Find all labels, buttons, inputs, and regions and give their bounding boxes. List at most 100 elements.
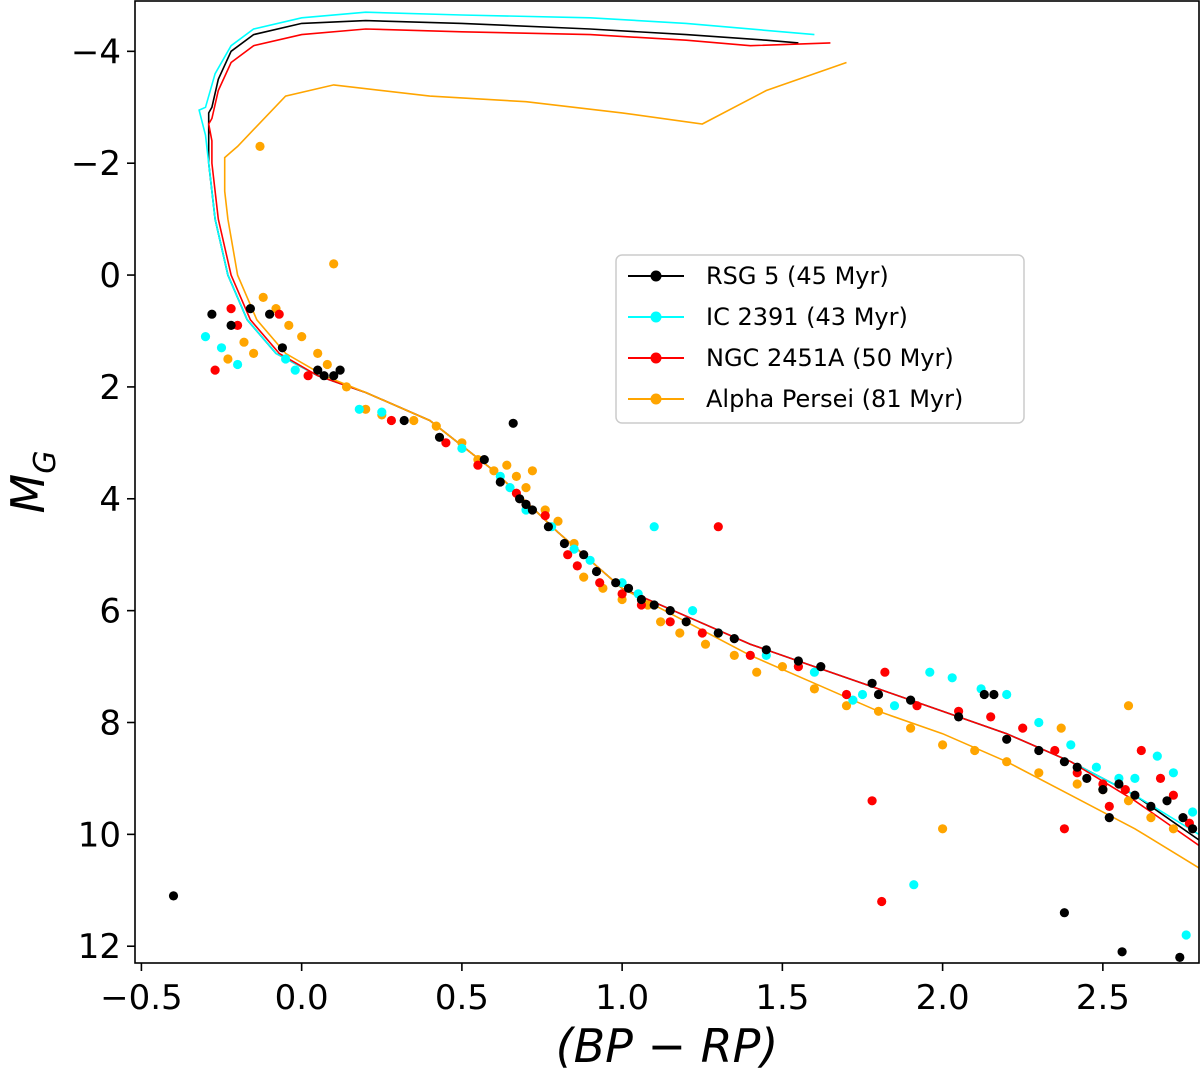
data-point (233, 359, 243, 370)
legend-label: IC 2391 (43 Myr) (706, 303, 908, 331)
data-point (1034, 768, 1044, 778)
legend: RSG 5 (45 Myr) IC 2391 (43 Myr) NGC 2451A … (615, 254, 1025, 424)
data-point (527, 505, 538, 515)
y-tick-label: 12 (78, 927, 121, 967)
data-point (1034, 717, 1044, 728)
data-point (489, 466, 499, 476)
legend-entry: Alpha Persei (81 Myr) (628, 385, 963, 413)
data-point (281, 354, 291, 364)
x-tick-label: 2.5 (1076, 978, 1130, 1018)
data-point (938, 824, 948, 834)
legend-marker (650, 270, 662, 282)
data-point (553, 516, 563, 526)
y-axis-ticks: −4 −2 0 2 4 6 8 10 12 (71, 32, 135, 967)
x-tick-label: 1.5 (755, 978, 809, 1018)
data-point (1072, 762, 1082, 772)
data-point (665, 617, 675, 627)
data-point (1018, 723, 1028, 733)
data-point (457, 443, 467, 453)
data-point (611, 578, 621, 588)
data-point (1136, 745, 1146, 756)
isochrone-line-3 (223, 61, 1199, 869)
data-point (857, 689, 868, 700)
data-point (515, 494, 525, 504)
data-point (591, 566, 602, 577)
data-point (377, 407, 387, 417)
data-point (1059, 824, 1069, 834)
x-axis-label: (BP − RP) (556, 1019, 779, 1071)
data-point (954, 712, 964, 722)
data-point (729, 634, 739, 644)
data-point (636, 594, 647, 605)
legend-entry: RSG 5 (45 Myr) (628, 262, 889, 290)
data-point (1168, 768, 1178, 778)
data-point (848, 695, 858, 705)
y-tick-label: −2 (71, 144, 121, 184)
data-point (409, 415, 419, 426)
data-point (354, 404, 364, 414)
data-point (1155, 773, 1166, 784)
data-point (1002, 757, 1012, 767)
data-point (255, 141, 265, 151)
data-point (713, 522, 723, 532)
data-point (675, 628, 685, 638)
data-point (1002, 734, 1012, 744)
data-point (274, 309, 284, 319)
isochrone-line-0 (207, 19, 1199, 841)
y-tick-label: 2 (99, 368, 121, 408)
data-point (431, 421, 441, 431)
data-point (947, 673, 957, 683)
data-point (303, 371, 313, 381)
legend-label: Alpha Persei (81 Myr) (706, 385, 963, 413)
data-point (1117, 947, 1127, 957)
data-point (1098, 785, 1108, 795)
data-point (877, 896, 887, 907)
data-point (585, 555, 595, 565)
data-point (867, 678, 877, 688)
data-point (1120, 785, 1130, 795)
data-point (906, 695, 916, 705)
data-point (1162, 796, 1172, 806)
data-point (1175, 952, 1185, 963)
data-point (473, 460, 483, 470)
data-point (649, 522, 659, 532)
data-point (1104, 801, 1114, 812)
data-point (1181, 930, 1191, 940)
legend-marker (650, 393, 662, 405)
data-point (386, 415, 396, 426)
isochrone-line-2 (207, 28, 1199, 847)
data-point (239, 337, 249, 347)
data-point (1130, 773, 1140, 784)
data-point (1168, 824, 1178, 834)
data-point (1123, 701, 1134, 711)
data-point (979, 689, 989, 700)
data-point (223, 354, 233, 364)
data-point (1104, 813, 1114, 823)
data-point (200, 332, 211, 342)
data-point (265, 309, 275, 319)
data-point (688, 606, 698, 616)
data-point (322, 359, 332, 370)
data-point (329, 371, 339, 381)
data-point (502, 460, 512, 470)
data-point (816, 662, 826, 672)
data-point (543, 522, 554, 532)
data-point (313, 365, 323, 375)
data-point (595, 578, 605, 588)
data-point (909, 880, 919, 890)
y-axis-label: MG (1, 451, 63, 514)
data-point (617, 578, 627, 588)
data-point (1188, 807, 1198, 817)
y-axis-label-sub: G (28, 451, 63, 474)
data-point (559, 538, 570, 549)
data-point (1178, 813, 1188, 823)
data-point (649, 600, 659, 610)
data-point (777, 662, 788, 672)
data-point (1123, 796, 1134, 806)
y-tick-label: 6 (99, 592, 121, 632)
data-point (761, 645, 771, 655)
data-point (210, 365, 220, 375)
data-point (912, 701, 922, 711)
data-point (277, 343, 287, 353)
